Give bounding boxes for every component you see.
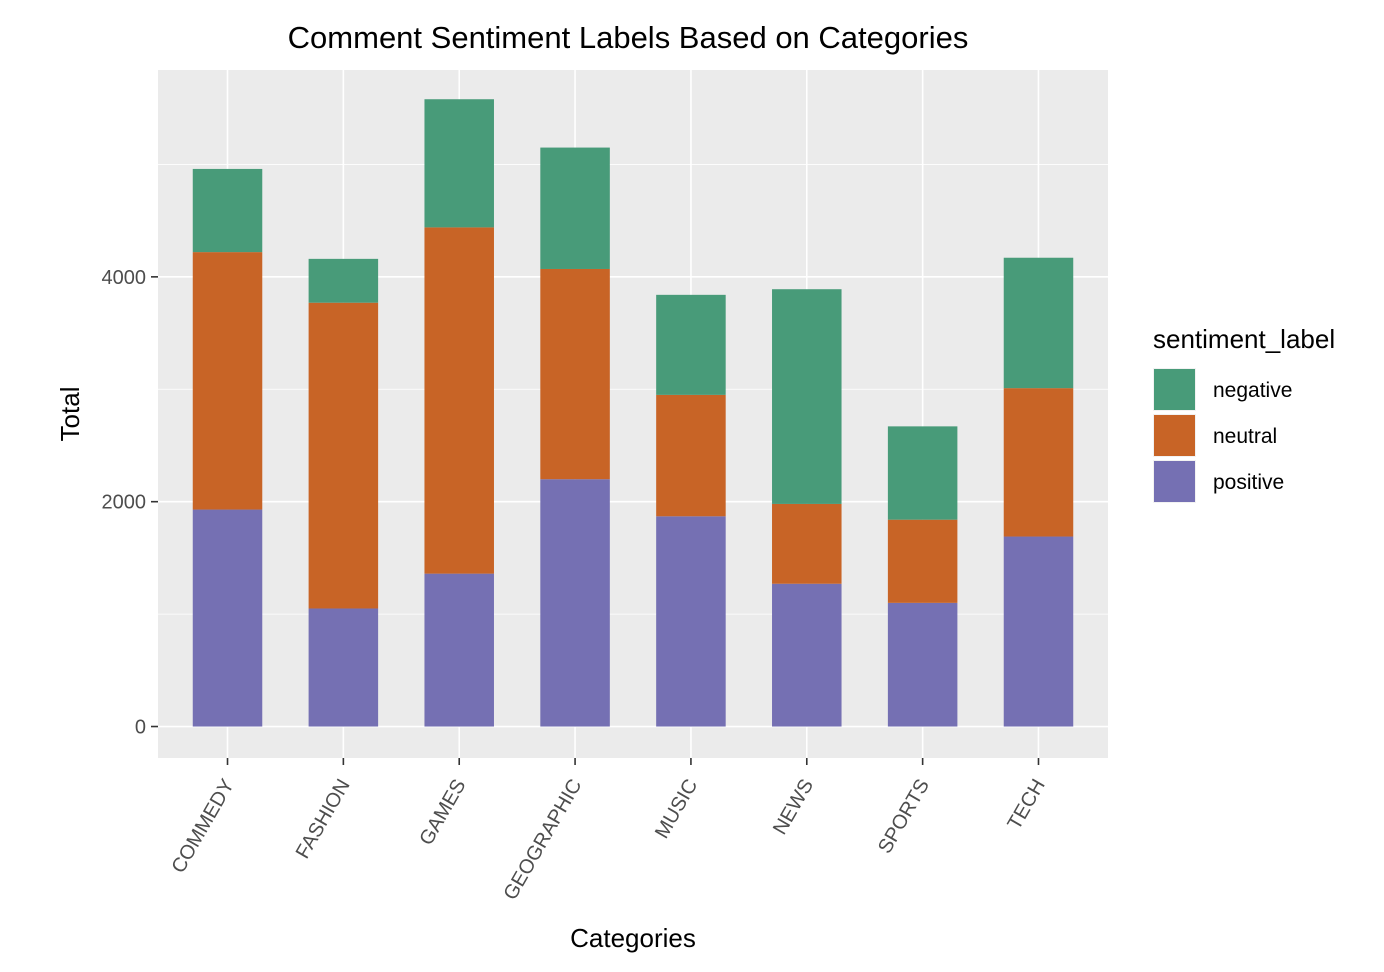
bar-neutral — [540, 268, 610, 480]
y-tick-label: 2000 — [102, 492, 147, 514]
chart-title: Comment Sentiment Labels Based on Catego… — [288, 20, 969, 55]
bar-neutral — [1003, 388, 1074, 537]
x-tick-label: COMMEDY — [168, 776, 239, 877]
x-axis-title: Categories — [570, 923, 696, 953]
x-tick-label: TECH — [1004, 776, 1050, 834]
bar-negative — [424, 99, 494, 228]
bar-neutral — [656, 394, 726, 517]
legend-label-negative: negative — [1213, 379, 1292, 402]
x-axis: COMMEDY FASHION GAMES GEOGRAPHIC MUSIC NEWS SP… — [168, 758, 1050, 904]
bar-negative — [656, 294, 726, 395]
bar-positive — [772, 583, 842, 727]
bar-positive — [887, 602, 958, 727]
bar-positive — [1003, 536, 1074, 727]
bar-neutral — [308, 302, 379, 609]
legend-title: sentiment_label — [1153, 324, 1335, 354]
bar-negative — [308, 258, 379, 303]
bar-positive — [192, 509, 263, 727]
bar-negative — [1003, 257, 1074, 389]
bar-negative — [540, 147, 610, 269]
x-tick-label: FASHION — [292, 776, 355, 863]
bar-positive — [424, 573, 494, 727]
bar-negative — [772, 289, 842, 504]
bar-neutral — [887, 519, 958, 603]
y-tick-label: 0 — [135, 717, 146, 739]
bar-negative — [192, 168, 263, 253]
bar-positive — [540, 479, 610, 727]
y-tick-label: 4000 — [102, 267, 147, 289]
legend-label-positive: positive — [1213, 471, 1284, 494]
legend: sentiment_label negative neutral positive — [1153, 324, 1335, 503]
x-tick-label: GAMES — [415, 776, 470, 850]
x-tick-label: SPORTS — [874, 776, 934, 858]
x-tick-label: NEWS — [769, 776, 818, 839]
legend-swatch-negative — [1154, 369, 1195, 410]
legend-label-neutral: neutral — [1213, 425, 1277, 448]
legend-swatch-positive — [1154, 461, 1195, 502]
bar-neutral — [192, 252, 263, 510]
bar-neutral — [424, 227, 494, 574]
x-tick-label: MUSIC — [651, 776, 702, 843]
y-axis-title: Total — [55, 387, 85, 442]
legend-swatch-neutral — [1154, 415, 1195, 456]
bars — [192, 99, 1074, 727]
plot-background — [158, 70, 1108, 758]
bar-neutral — [772, 503, 842, 584]
y-axis: 0 2000 4000 — [102, 267, 158, 739]
bar-positive — [308, 608, 379, 727]
bar-negative — [887, 426, 958, 520]
bar-positive — [656, 516, 726, 727]
x-tick-label: GEOGRAPHIC — [500, 776, 587, 904]
